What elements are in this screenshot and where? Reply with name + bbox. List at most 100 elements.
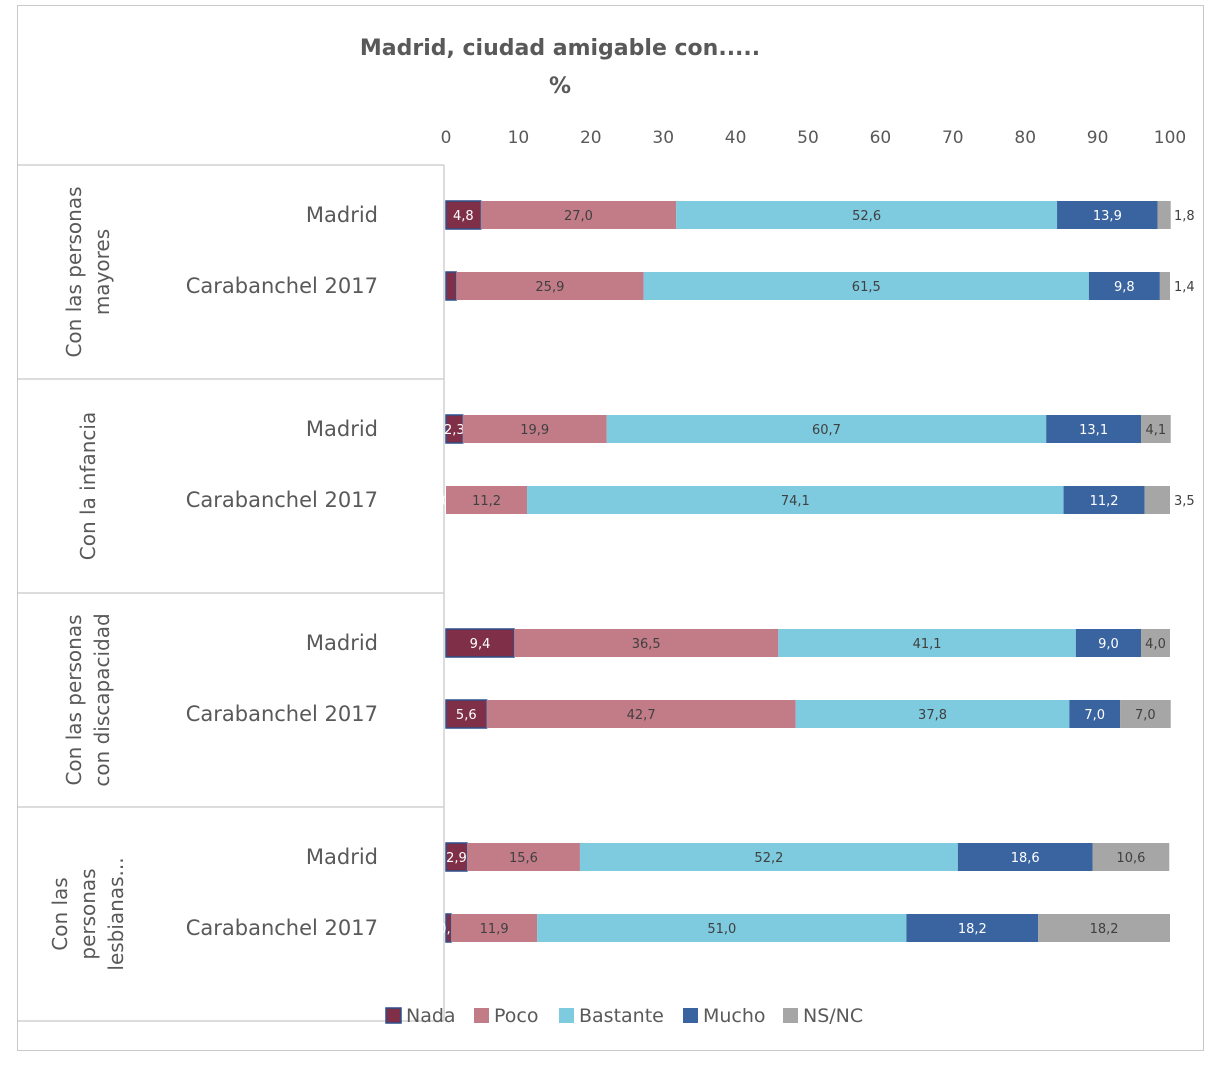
bar-mucho [1057, 201, 1158, 229]
bar-nsnc [1038, 914, 1170, 942]
data-label: 42,7 [627, 708, 656, 723]
chart-frame [17, 5, 1204, 1051]
group-label: con discapacidad [90, 613, 114, 786]
bar-poco [514, 629, 779, 657]
x-tick-label: 70 [942, 128, 964, 148]
bar-nsnc [1141, 415, 1171, 443]
bar-mucho [906, 914, 1039, 942]
group-label: mayores [90, 229, 114, 315]
category-label: Carabanchel 2017 [186, 488, 378, 512]
group-label: Con las personas [62, 614, 86, 785]
bar-poco [486, 700, 796, 728]
data-label: 41,1 [913, 637, 942, 652]
legend-label: NS/NC [803, 1005, 863, 1027]
data-label: 2,9 [446, 851, 467, 866]
data-label: 27,0 [564, 209, 593, 224]
bar-nsnc [1092, 843, 1170, 871]
legend-swatch [683, 1008, 698, 1023]
category-label: Madrid [306, 631, 378, 655]
bar-bastante [527, 486, 1064, 514]
x-tick-label: 40 [725, 128, 747, 148]
bar-mucho [1069, 700, 1121, 728]
category-label: Carabanchel 2017 [186, 274, 378, 298]
legend-label: Nada [406, 1005, 456, 1027]
data-label: 9,0 [1098, 637, 1119, 652]
category-label: Carabanchel 2017 [186, 916, 378, 940]
group-label: personas [76, 868, 100, 959]
chart-title: Madrid, ciudad amigable con..... [360, 36, 760, 61]
data-label: 37,8 [918, 708, 947, 723]
bar-poco [451, 914, 538, 942]
bar-bastante [643, 272, 1089, 300]
data-label: 51,0 [707, 922, 736, 937]
legend-swatch [474, 1008, 489, 1023]
bar-mucho [1075, 629, 1142, 657]
x-tick-label: 50 [797, 128, 819, 148]
data-label: 9,4 [470, 637, 491, 652]
x-tick-label: 100 [1154, 128, 1186, 148]
chart-subtitle: % [549, 74, 571, 99]
x-tick-label: 90 [1087, 128, 1109, 148]
data-label: 4,0 [1145, 637, 1166, 652]
data-label: 9,8 [1114, 280, 1135, 295]
data-label: 1,8 [1174, 209, 1195, 224]
category-label: Madrid [306, 845, 378, 869]
bar-nsnc [1159, 272, 1170, 300]
group-label: Con la infancia [76, 412, 100, 560]
data-label: 36,5 [632, 637, 661, 652]
bar-nsnc [1157, 201, 1171, 229]
data-label: 2,3 [444, 423, 465, 438]
x-tick-label: 20 [580, 128, 602, 148]
data-label: 4,1 [1146, 423, 1167, 438]
data-label: 61,5 [852, 280, 881, 295]
bar-poco [446, 486, 528, 514]
data-label: 15,6 [509, 851, 538, 866]
bar-mucho [1063, 486, 1145, 514]
data-label: 18,2 [1090, 922, 1119, 937]
data-label: 11,9 [480, 922, 509, 937]
category-label: Madrid [306, 417, 378, 441]
legend-swatch [385, 1007, 402, 1024]
legend-label: Mucho [703, 1005, 766, 1027]
bar-poco [480, 201, 677, 229]
data-label: 7,0 [1135, 708, 1156, 723]
group-label: Con las personas [62, 186, 86, 357]
data-label: 10,6 [1116, 851, 1145, 866]
bar-nsnc [1141, 629, 1170, 657]
data-label: 13,9 [1093, 209, 1122, 224]
bar-bastante [795, 700, 1070, 728]
category-label: Carabanchel 2017 [186, 702, 378, 726]
data-label: 74,1 [781, 494, 810, 509]
data-label: 11,2 [472, 494, 501, 509]
data-label: 13,1 [1079, 423, 1108, 438]
x-tick-label: 60 [870, 128, 892, 148]
bar-poco [462, 415, 607, 443]
data-label: 60,7 [812, 423, 841, 438]
data-label: 19,9 [520, 423, 549, 438]
data-label: 52,6 [852, 209, 881, 224]
data-label: 18,6 [1011, 851, 1040, 866]
bar-poco [456, 272, 644, 300]
data-label: 7,0 [1084, 708, 1105, 723]
bar-nsnc [1120, 700, 1171, 728]
bar-bastante [579, 843, 958, 871]
data-label: 4,8 [453, 209, 474, 224]
data-label: 1,4 [1174, 280, 1195, 295]
bar-nsnc [1144, 486, 1170, 514]
data-label: 25,9 [535, 280, 564, 295]
data-label: 3,5 [1174, 494, 1195, 509]
bar-mucho [957, 843, 1093, 871]
data-label: 11,2 [1090, 494, 1119, 509]
bar-nada [445, 271, 457, 301]
bar-nada [445, 628, 515, 658]
bar-mucho [1046, 415, 1142, 443]
bar-mucho [1088, 272, 1160, 300]
data-label: 5,6 [456, 708, 477, 723]
group-label: lesbianas... [104, 857, 128, 970]
x-tick-label: 10 [508, 128, 530, 148]
x-tick-label: 0 [441, 128, 452, 148]
legend-label: Poco [494, 1005, 538, 1027]
x-tick-label: 30 [652, 128, 674, 148]
data-label: 52,2 [754, 851, 783, 866]
